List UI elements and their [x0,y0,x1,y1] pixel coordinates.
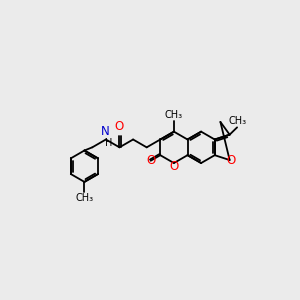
Text: CH₃: CH₃ [75,194,94,203]
Text: CH₃: CH₃ [165,110,183,120]
Text: O: O [115,120,124,133]
Text: O: O [169,160,178,172]
Text: O: O [146,154,155,167]
Text: H: H [105,138,113,148]
Text: CH₃: CH₃ [229,116,247,127]
Text: O: O [227,154,236,166]
Text: N: N [101,125,110,138]
